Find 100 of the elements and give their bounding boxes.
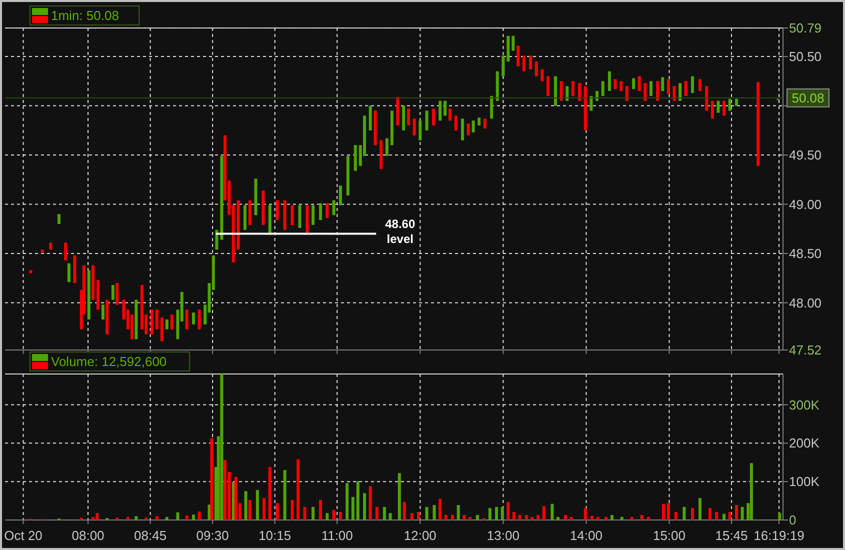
candlestick [192, 312, 195, 325]
bar [388, 513, 392, 520]
candlestick [466, 123, 470, 136]
candlestick [412, 118, 416, 136]
candlestick [566, 86, 569, 102]
candlestick [644, 82, 647, 102]
bar [728, 512, 732, 520]
x-tick-label: Oct 20 [4, 528, 42, 543]
bar [750, 463, 753, 520]
bar [518, 515, 522, 520]
bar [690, 508, 694, 520]
bar [96, 513, 99, 520]
bar [500, 506, 504, 520]
bar [604, 516, 608, 520]
bar [368, 486, 372, 520]
bar [542, 506, 546, 520]
y-tick-label: 200K [789, 436, 820, 451]
x-tick-label: 10:15 [258, 528, 292, 543]
bar [126, 516, 130, 520]
candlestick [578, 82, 582, 102]
bar [715, 512, 718, 520]
bar [536, 515, 540, 520]
candlestick [684, 80, 688, 96]
candlestick [672, 86, 676, 102]
bar [506, 502, 510, 520]
bar [488, 508, 492, 520]
bar [224, 460, 227, 520]
candlestick [546, 76, 550, 96]
candlestick [101, 304, 104, 320]
y-tick-label: 50.79 [789, 20, 822, 36]
bar [134, 516, 138, 520]
candlestick [472, 120, 475, 133]
bar [462, 515, 466, 520]
bar [530, 516, 534, 520]
candlestick [571, 80, 574, 96]
bar [682, 506, 686, 520]
x-tick-label: 15:00 [652, 528, 686, 543]
y-tick-label: 48.50 [789, 246, 822, 262]
y-tick-label: 0 [789, 512, 796, 528]
bar [778, 513, 782, 520]
bar [708, 508, 712, 520]
bar [444, 515, 448, 520]
candlestick [170, 314, 174, 330]
bar [346, 483, 349, 520]
candlestick [312, 204, 315, 226]
candlestick [666, 78, 670, 94]
bar [248, 500, 252, 520]
bar [185, 515, 188, 520]
x-tick-label: 13:00 [486, 528, 520, 543]
bar [722, 514, 726, 520]
candlestick [483, 118, 486, 129]
candlestick [425, 110, 428, 131]
bar [176, 512, 180, 520]
bar [456, 505, 460, 520]
bar [303, 506, 306, 520]
candlestick [432, 108, 435, 126]
bar [495, 506, 498, 520]
bar [268, 466, 272, 520]
bar [556, 516, 560, 520]
candlestick [560, 80, 563, 102]
bar [375, 506, 378, 520]
bar [262, 498, 266, 520]
candlestick [534, 60, 538, 77]
ref-line-label: 50.08 [792, 90, 824, 106]
bar [674, 512, 678, 520]
bar [610, 515, 614, 520]
bar [192, 514, 195, 520]
bar [165, 516, 168, 520]
candlestick [290, 204, 294, 226]
candlestick [418, 120, 422, 141]
candlestick [198, 309, 201, 330]
y-tick-label: 49.50 [789, 148, 822, 163]
bar [283, 470, 286, 520]
bar [425, 506, 428, 520]
bar [398, 473, 401, 520]
candlestick [656, 80, 660, 102]
bar [550, 504, 554, 520]
bar [476, 515, 479, 520]
bar [382, 506, 386, 520]
x-tick-label: 16:19:19 [754, 528, 804, 543]
bar [356, 481, 360, 520]
candlestick [298, 204, 302, 228]
candlestick [502, 55, 505, 77]
bar [296, 459, 300, 520]
bar [198, 512, 201, 520]
candlestick [111, 284, 114, 300]
candlestick [625, 86, 628, 102]
bar [662, 504, 665, 520]
bar [234, 476, 238, 520]
bar [338, 512, 342, 520]
bar [666, 503, 670, 520]
x-tick-label: 15:45 [715, 528, 748, 543]
candlestick [185, 309, 188, 330]
candlestick [516, 45, 520, 67]
bar [290, 500, 294, 520]
candlestick [155, 309, 158, 330]
bar [244, 491, 248, 520]
bar [620, 516, 624, 520]
candlestick [64, 242, 68, 261]
candlestick [661, 76, 664, 92]
